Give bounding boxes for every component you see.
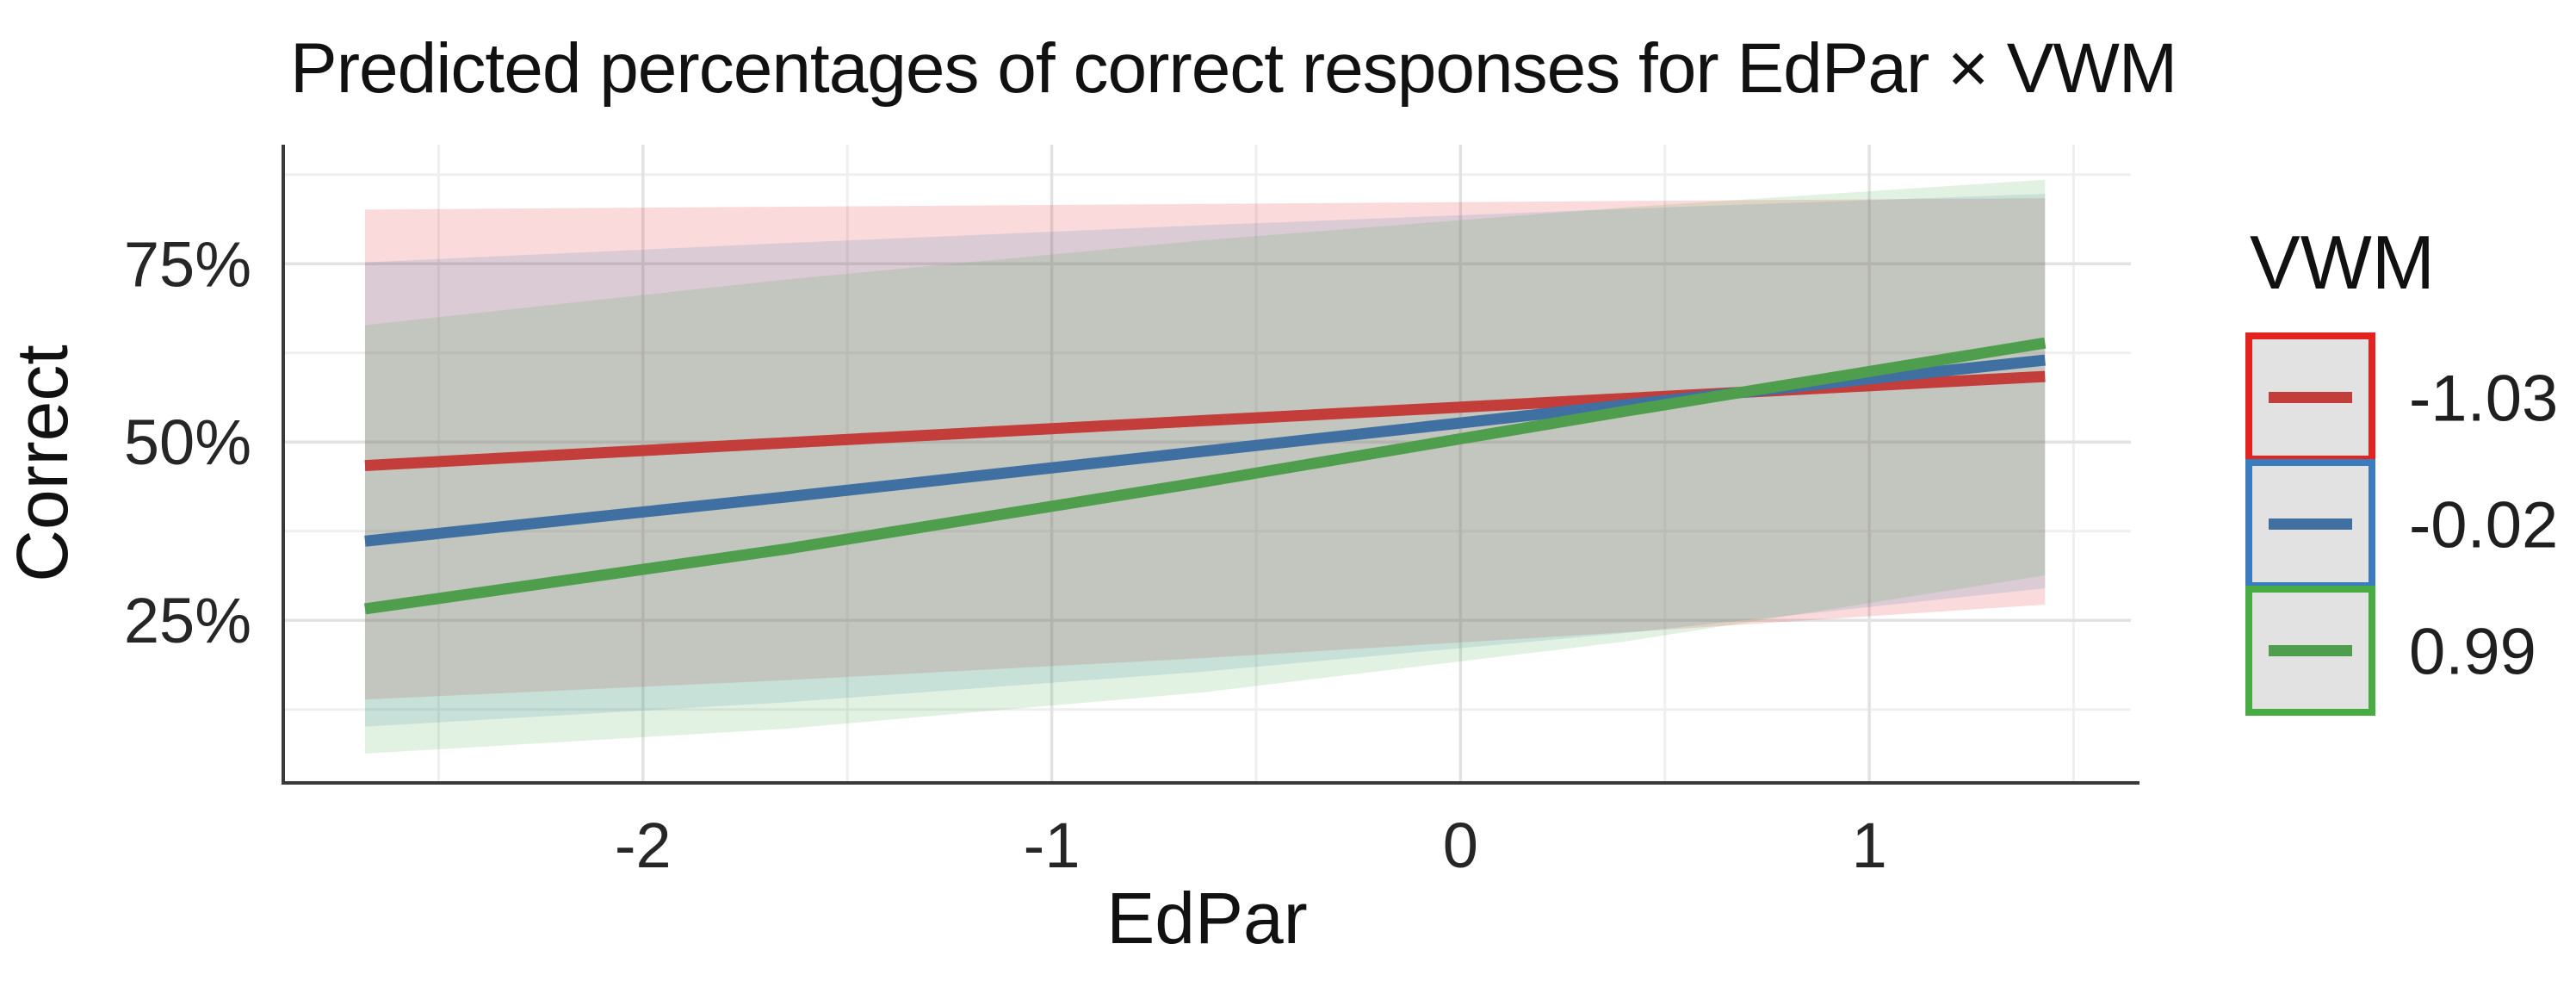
- x-tick-label: 1: [1852, 810, 1887, 881]
- axis-lines: [282, 145, 2139, 785]
- y-tick-label: 75%: [124, 228, 251, 300]
- legend-item: 0.99: [2245, 586, 2536, 716]
- legend-item: -0.02: [2245, 459, 2558, 589]
- x-tick-labels: -2 -1 0 1: [615, 810, 1887, 881]
- prediction-line: [364, 337, 2047, 615]
- plot-title: Predicted percentages of correct respons…: [290, 29, 2177, 108]
- legend-item-label: -0.02: [2409, 489, 2558, 562]
- y-tick-label: 25%: [124, 585, 251, 656]
- legend: VWM -1.03 -0.02 0.99: [2245, 220, 2558, 716]
- ci-ribbon: [364, 179, 2046, 754]
- y-tick-labels: 25% 50% 75%: [124, 228, 251, 656]
- x-tick-label: -1: [1024, 810, 1081, 881]
- y-tick-label: 50%: [124, 407, 251, 478]
- legend-item-label: 0.99: [2409, 616, 2536, 689]
- y-axis-title: Correct: [2, 345, 83, 581]
- legend-item: -1.03: [2245, 332, 2558, 463]
- ci-ribbon: [364, 194, 2046, 727]
- legend-item-label: -1.03: [2409, 363, 2558, 436]
- legend-items: -1.03 -0.02 0.99: [2245, 332, 2558, 716]
- legend-title: VWM: [2250, 220, 2435, 305]
- prediction-lines: [364, 337, 2047, 615]
- x-axis-title: EdPar: [1106, 878, 1307, 959]
- x-tick-label: 0: [1443, 810, 1478, 881]
- confidence-ribbons: [364, 179, 2046, 754]
- x-tick-label: -2: [615, 810, 672, 881]
